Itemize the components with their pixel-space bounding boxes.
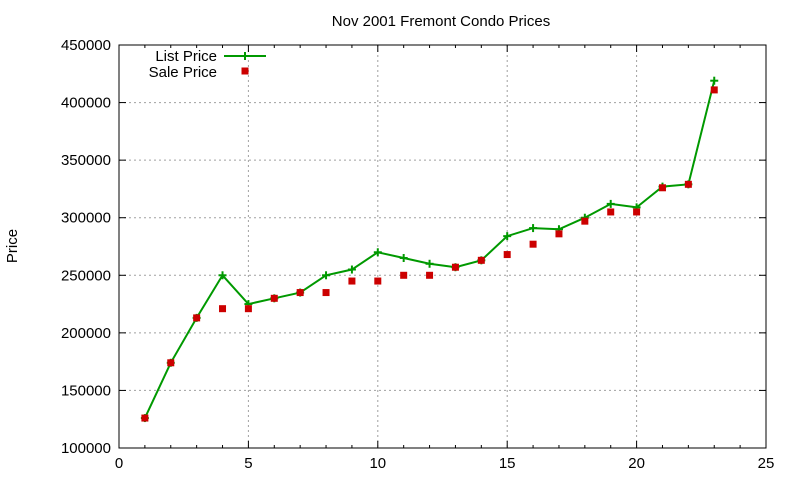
list-price-point <box>347 265 356 274</box>
x-tick-label: 20 <box>628 455 645 472</box>
list-price-point <box>503 232 512 241</box>
legend-label-list-price: List Price <box>155 48 217 65</box>
sale-price-point <box>348 277 356 285</box>
x-tick-label: 5 <box>244 455 252 472</box>
legend: List Price Sale Price <box>149 48 266 81</box>
y-tick-label: 100000 <box>61 440 111 457</box>
list-price-point <box>399 254 408 263</box>
axes <box>118 44 767 449</box>
x-tick-label: 0 <box>115 455 123 472</box>
y-tick-label: 400000 <box>61 95 111 112</box>
list-price-point <box>425 259 434 268</box>
list-price-point <box>606 199 615 208</box>
sale-price-point <box>193 314 201 322</box>
list-price-point <box>373 248 382 257</box>
y-tick-label: 450000 <box>61 37 111 54</box>
sale-price-point <box>141 414 149 422</box>
y-tick-label: 300000 <box>61 210 111 227</box>
tick-labels: 0 5 10 15 20 25 100000 150000 200000 250000 300000… <box>61 37 774 472</box>
list-price-point <box>529 224 538 233</box>
sale-price-point <box>219 305 227 313</box>
y-tick-label: 250000 <box>61 267 111 284</box>
x-tick-label: 15 <box>499 455 516 472</box>
x-tick-label: 10 <box>369 455 386 472</box>
sale-price-point <box>322 289 330 297</box>
sale-price-point <box>477 256 485 264</box>
sale-price-point <box>296 289 304 297</box>
sale-price-point <box>658 184 666 192</box>
list-price-point <box>710 76 719 85</box>
sale-price-point <box>244 305 252 313</box>
series <box>140 76 719 423</box>
sale-price-point <box>503 251 511 259</box>
sale-price-point <box>400 271 408 279</box>
grid <box>119 45 766 448</box>
legend-marker-sale-price <box>241 67 249 75</box>
legend-label-sale-price: Sale Price <box>149 64 217 81</box>
y-tick-label: 350000 <box>61 152 111 169</box>
sale-price-point <box>684 180 692 188</box>
list-price-point <box>322 271 331 280</box>
sale-price-point <box>555 230 563 238</box>
sale-price-point <box>581 217 589 225</box>
y-tick-label: 200000 <box>61 325 111 342</box>
y-axis-label: Price <box>4 229 21 263</box>
sale-price-point <box>710 86 718 94</box>
sale-price-point <box>167 359 175 367</box>
sale-price-point <box>529 240 537 248</box>
legend-marker-list-price <box>241 52 249 60</box>
sale-price-point <box>374 277 382 285</box>
sale-price-point <box>426 271 434 279</box>
sale-price-point <box>607 208 615 216</box>
chart-title: Nov 2001 Fremont Condo Prices <box>332 13 550 30</box>
y-tick-label: 150000 <box>61 382 111 399</box>
list-price-point <box>218 271 227 280</box>
x-tick-label: 25 <box>758 455 775 472</box>
sale-price-point <box>633 208 641 216</box>
plot-frame <box>118 44 767 449</box>
sale-price-point <box>270 294 278 302</box>
sale-price-point <box>451 263 459 271</box>
